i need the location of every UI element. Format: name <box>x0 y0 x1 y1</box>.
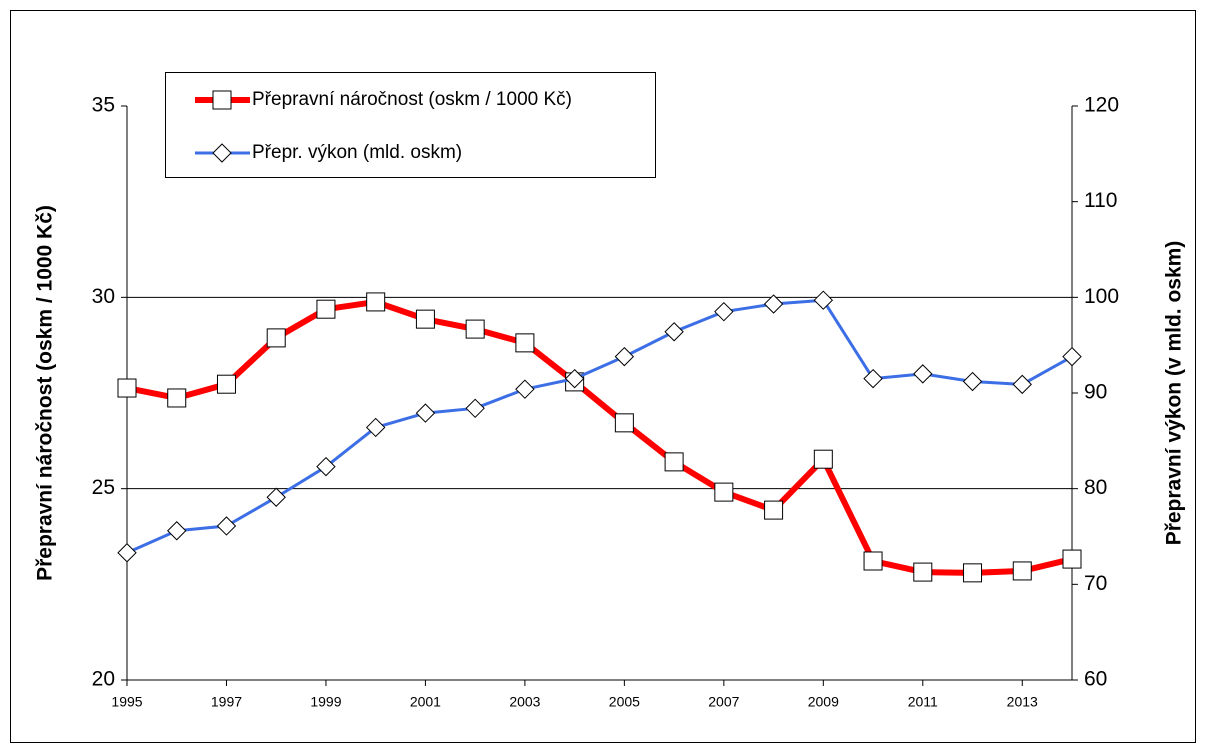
point <box>963 563 983 583</box>
y-tick-label: 35 <box>92 94 115 117</box>
y2-tick-label: 80 <box>1084 476 1107 499</box>
x-tick-label: 2005 <box>609 694 640 710</box>
y2-axis-label: Přepravní výkon (v mld. oskm) <box>1163 241 1186 546</box>
point <box>515 333 535 353</box>
x-tick-label: 2007 <box>708 694 739 710</box>
y-tick-label: 30 <box>92 285 115 308</box>
point <box>465 398 485 419</box>
y2-tick-label: 70 <box>1084 572 1107 595</box>
x-tick-label: 2001 <box>410 694 441 710</box>
y2-tick-label: 60 <box>1084 668 1107 691</box>
legend-marker <box>212 90 232 110</box>
point <box>664 452 684 472</box>
y2-tick-label: 90 <box>1084 381 1107 404</box>
point <box>614 413 634 433</box>
point <box>813 290 834 310</box>
point <box>962 371 983 392</box>
point <box>167 521 187 541</box>
point <box>167 388 187 408</box>
x-tick-label: 2009 <box>808 694 839 710</box>
x-tick-label: 2003 <box>509 694 540 710</box>
point <box>764 500 784 520</box>
y-tick-label: 25 <box>92 476 115 499</box>
x-tick-label: 2011 <box>908 694 938 710</box>
y-axis-label: Přepravní náročnost (oskm / 1000 Kč) <box>34 205 57 581</box>
y-tick-label: 20 <box>92 668 115 691</box>
legend-label: Přepravní náročnost (oskm / 1000 Kč) <box>252 89 572 110</box>
point <box>515 379 535 399</box>
point <box>366 292 386 312</box>
y2-tick-label: 120 <box>1084 94 1119 117</box>
point <box>614 346 635 367</box>
point <box>664 322 684 342</box>
point <box>266 328 286 348</box>
point <box>1012 561 1032 581</box>
point <box>714 301 734 322</box>
y2-tick-label: 100 <box>1084 285 1119 308</box>
point <box>216 374 236 394</box>
legend-marker <box>212 143 232 163</box>
point <box>863 551 883 571</box>
point <box>913 364 933 384</box>
point <box>415 403 436 423</box>
point <box>1062 346 1082 367</box>
point <box>316 299 336 319</box>
point <box>216 516 237 536</box>
point <box>365 417 386 438</box>
x-tick-label: 1995 <box>111 694 142 710</box>
legend <box>165 72 656 178</box>
y2-tick-label: 110 <box>1084 189 1117 212</box>
point <box>415 309 435 329</box>
point <box>1012 374 1032 395</box>
legend-label: Přepr. výkon (mld. oskm) <box>252 142 462 163</box>
x-tick-label: 1999 <box>310 694 341 710</box>
point <box>117 378 137 398</box>
point <box>1062 549 1082 569</box>
point <box>863 368 883 389</box>
x-tick-label: 1997 <box>211 694 242 710</box>
point <box>316 456 336 477</box>
point <box>117 543 137 563</box>
point <box>564 368 585 389</box>
x-tick-label: 2013 <box>1007 694 1038 710</box>
point <box>913 562 933 582</box>
point <box>266 487 286 507</box>
point <box>714 482 734 502</box>
point <box>763 294 784 314</box>
point <box>813 449 833 469</box>
point <box>465 319 485 339</box>
